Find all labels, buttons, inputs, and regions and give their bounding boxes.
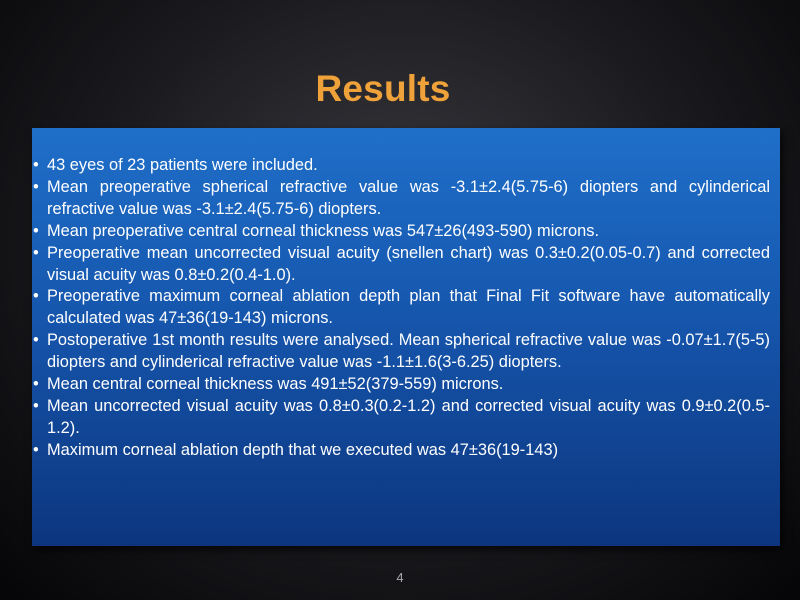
bullet-item: Maximum corneal ablation depth that we e… (32, 440, 770, 462)
results-bullet-list: 43 eyes of 23 patients were included. Me… (32, 155, 770, 462)
page-number: 4 (396, 570, 404, 585)
results-content-box: 43 eyes of 23 patients were included. Me… (32, 128, 780, 546)
slide-title: Results (315, 68, 451, 109)
bullet-item: Mean central corneal thickness was 491±5… (32, 374, 770, 396)
bullet-item: Preoperative mean uncorrected visual acu… (32, 243, 770, 287)
bullet-item: Mean preoperative central corneal thickn… (32, 221, 770, 243)
bullet-item: Preoperative maximum corneal ablation de… (32, 286, 770, 330)
bullet-item: Postoperative 1st month results were ana… (32, 330, 770, 374)
bullet-item: Mean uncorrected visual acuity was 0.8±0… (32, 396, 770, 440)
bullet-item: Mean preoperative spherical refractive v… (32, 177, 770, 221)
bullet-item: 43 eyes of 23 patients were included. (32, 155, 770, 177)
